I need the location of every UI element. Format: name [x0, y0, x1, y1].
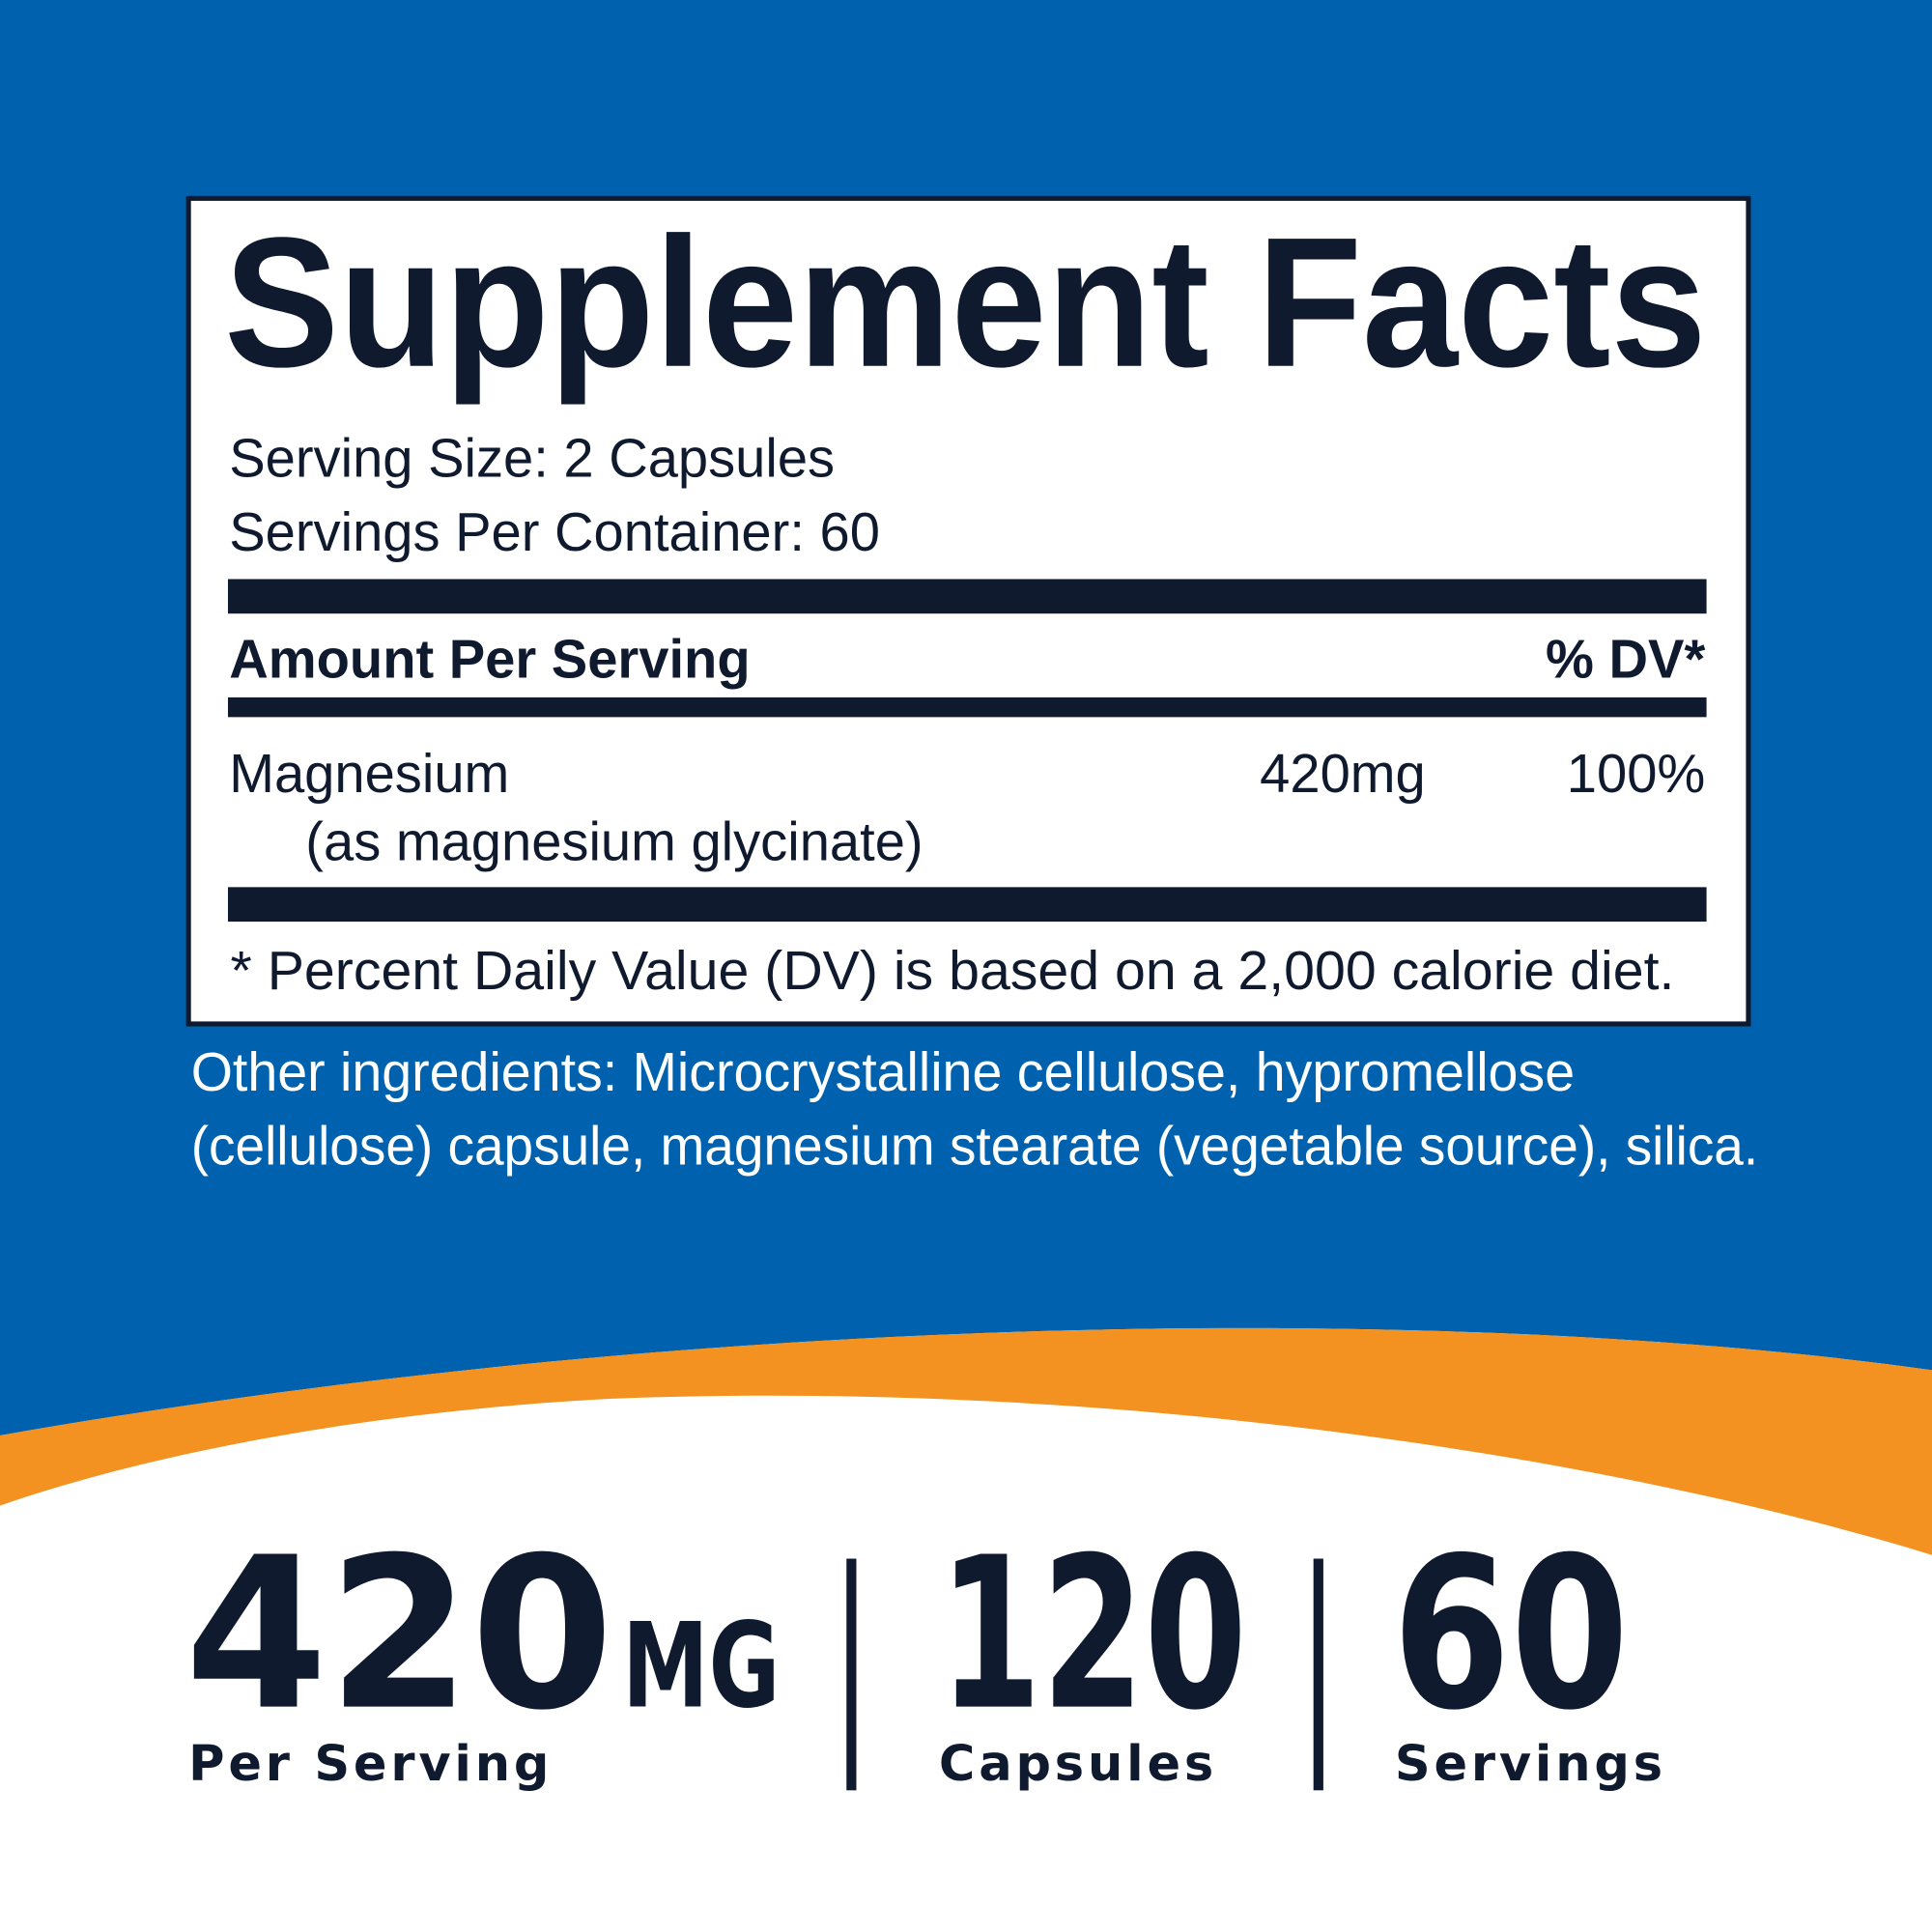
divider-bar: [227, 696, 1707, 718]
facts-title: Supplement Facts: [224, 199, 1706, 406]
stat-divider: [846, 1558, 857, 1791]
dv-header: % DV*: [1546, 629, 1705, 690]
orange-wave: [0, 1327, 1932, 1555]
nutrient-dv: 100%: [1567, 743, 1706, 804]
stat-label: Capsules: [939, 1736, 1217, 1793]
stat-number: 420: [185, 1514, 613, 1757]
divider-bar: [227, 887, 1707, 923]
footnote: * Percent Daily Value (DV) is based on a…: [231, 940, 1675, 1001]
serving-size: Serving Size: 2 Capsules: [229, 428, 835, 489]
nutrient-detail: (as magnesium glycinate): [305, 810, 923, 871]
other-ingredients: Other ingredients: Microcrystalline cell…: [191, 1041, 1575, 1102]
stat-number: 60: [1392, 1514, 1629, 1757]
stat-label: Per Serving: [188, 1736, 553, 1793]
stat-number: 120: [939, 1514, 1247, 1757]
amount-header: Amount Per Serving: [229, 629, 750, 690]
divider-bar: [227, 579, 1707, 614]
other-ingredients: (cellulose) capsule, magnesium stearate …: [191, 1115, 1758, 1176]
stat-label: Servings: [1395, 1736, 1666, 1793]
stat-divider: [1313, 1558, 1323, 1791]
stat-unit: MG: [622, 1599, 780, 1735]
nutrient-name: Magnesium: [229, 743, 509, 804]
nutrient-amount: 420mg: [1260, 743, 1426, 804]
servings-per-container: Servings Per Container: 60: [229, 501, 880, 562]
